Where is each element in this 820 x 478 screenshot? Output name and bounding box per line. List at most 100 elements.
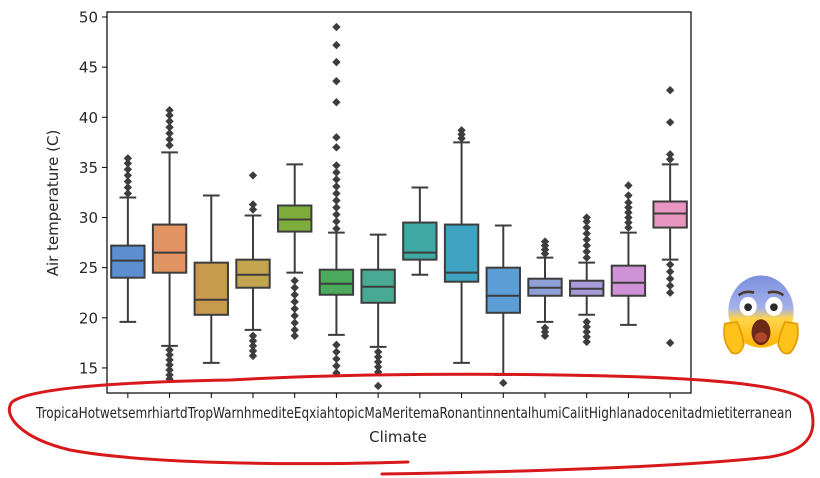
box-outlier — [373, 362, 383, 372]
box-group — [402, 186, 438, 276]
box-iqr — [318, 268, 355, 296]
box-outlier — [248, 171, 258, 180]
box-outlier — [290, 283, 299, 292]
box-outlier — [332, 175, 341, 184]
box-outlier — [540, 323, 550, 333]
box-outlier — [332, 168, 341, 177]
box-outlier — [373, 381, 383, 391]
box-outlier — [332, 217, 341, 226]
box-iqr — [151, 223, 188, 274]
box-outlier — [165, 350, 174, 360]
box-outlier — [582, 332, 591, 342]
box-outlier — [665, 86, 675, 95]
box-outlier — [165, 106, 174, 115]
box-outlier — [582, 337, 591, 347]
box-outlier — [332, 182, 341, 191]
box-outlier — [624, 208, 633, 217]
box-outlier — [332, 361, 341, 371]
box-outlier — [373, 352, 383, 362]
box-group — [235, 171, 271, 361]
box-outlier — [373, 347, 383, 357]
box-outlier — [290, 276, 299, 285]
box-outlier — [665, 118, 675, 127]
box-outlier — [582, 241, 591, 250]
box-outlier — [165, 135, 174, 144]
box-outlier — [332, 143, 341, 152]
screaming-face-icon — [723, 275, 799, 355]
box-outlier — [165, 370, 174, 380]
box-iqr — [277, 204, 313, 233]
box-outlier — [665, 260, 675, 269]
axes: 15 20 25 30 35 40 45 50 — [79, 9, 692, 398]
box-group — [443, 126, 480, 364]
box-outlier — [582, 253, 591, 262]
y-axis-label: Air temperature (C) — [44, 130, 62, 277]
box-outlier — [123, 177, 133, 186]
box-outlier — [123, 154, 133, 163]
box-outlier — [665, 155, 675, 164]
box-outlier — [332, 354, 341, 364]
y-tick-label: 30 — [79, 209, 98, 227]
box-outlier — [123, 171, 133, 180]
box-group — [527, 237, 563, 341]
box-outlier — [165, 111, 174, 120]
box-iqr — [110, 244, 146, 279]
red-circle-annotation — [7, 372, 815, 476]
box-outlier — [248, 331, 258, 341]
plot-area — [110, 22, 688, 391]
y-tick-label: 50 — [79, 9, 98, 27]
box-outlier — [290, 290, 299, 299]
y-tick-label: 20 — [79, 309, 98, 327]
box-iqr — [235, 258, 271, 289]
y-tick-label: 25 — [79, 259, 98, 277]
box-outlier — [290, 318, 299, 328]
box-outlier — [332, 133, 341, 142]
box-outlier — [332, 22, 341, 32]
y-tick-label: 40 — [79, 109, 98, 127]
box-outlier — [165, 345, 174, 355]
box-outlier — [332, 40, 341, 50]
box-outlier — [290, 325, 299, 335]
x-tick-labels-overlapping: TropicaHotwetsemrhiartdTropWarnhmediteEq… — [35, 404, 792, 422]
box-outlier — [332, 347, 341, 357]
box-outlier — [290, 297, 299, 306]
box-outlier — [665, 267, 675, 276]
box-outlier — [123, 183, 133, 192]
box-group — [360, 233, 396, 391]
box-outlier — [332, 210, 341, 219]
box-outlier — [582, 213, 591, 222]
box-iqr — [485, 266, 521, 314]
box-outlier — [540, 237, 550, 246]
box-outlier — [332, 203, 341, 212]
box-outlier — [332, 57, 341, 67]
box-outlier — [290, 331, 299, 341]
box-outlier — [582, 235, 591, 244]
box-outlier — [165, 360, 174, 370]
y-tick-label: 35 — [79, 159, 98, 177]
box-outlier — [332, 189, 341, 198]
box-outlier — [248, 336, 258, 346]
box-outlier — [624, 191, 633, 200]
box-group — [110, 154, 146, 323]
box-outlier — [457, 126, 466, 135]
box-outlier — [624, 203, 633, 212]
box-outlier — [248, 346, 258, 356]
box-iqr — [193, 261, 229, 316]
box-group — [151, 106, 188, 384]
box-outlier — [624, 223, 633, 232]
box-outlier — [165, 355, 174, 365]
box-group — [193, 194, 229, 364]
box-iqr — [652, 200, 688, 229]
x-axis-label: Climate — [369, 428, 427, 446]
box-outlier — [332, 161, 341, 170]
box-outlier — [332, 196, 341, 205]
box-outlier — [665, 150, 675, 159]
box-outlier — [665, 274, 675, 283]
box-outlier — [332, 340, 341, 350]
box-iqr — [402, 221, 438, 261]
box-group — [569, 213, 605, 347]
box-outlier — [499, 378, 508, 388]
box-outlier — [290, 311, 299, 320]
box-outlier — [248, 200, 258, 209]
box-outlier — [332, 98, 341, 107]
